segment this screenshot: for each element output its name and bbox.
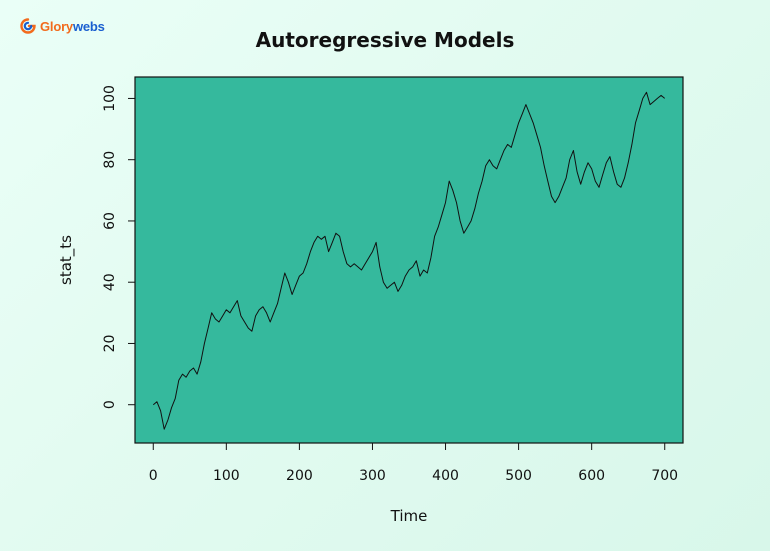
brand-name: Glorywebs — [40, 18, 105, 34]
y-axis-title: stat_ts — [57, 235, 76, 285]
x-tick-label: 200 — [286, 468, 313, 484]
y-tick-label: 100 — [102, 85, 118, 112]
glorywebs-logo-icon — [20, 18, 36, 34]
y-axis: 0 20 40 60 80 100 — [102, 85, 136, 409]
chart-title: Autoregressive Models — [255, 28, 515, 52]
x-tick-label: 700 — [651, 468, 678, 484]
x-tick-label: 400 — [432, 468, 459, 484]
y-tick-label: 20 — [102, 335, 118, 353]
brand-logo: Glorywebs — [20, 18, 105, 34]
x-axis: 0 100 200 300 400 500 600 700 — [149, 442, 678, 484]
x-tick-label: 300 — [359, 468, 386, 484]
x-axis-title: Time — [390, 507, 428, 525]
y-tick-label: 60 — [102, 212, 118, 230]
plot-area — [134, 76, 684, 444]
y-tick-label: 80 — [102, 151, 118, 169]
y-tick-label: 40 — [102, 273, 118, 291]
x-tick-label: 0 — [149, 468, 158, 484]
x-tick-label: 500 — [505, 468, 532, 484]
y-tick-label: 0 — [102, 400, 118, 409]
x-tick-label: 100 — [213, 468, 240, 484]
x-tick-label: 600 — [578, 468, 605, 484]
series-line — [152, 91, 666, 430]
